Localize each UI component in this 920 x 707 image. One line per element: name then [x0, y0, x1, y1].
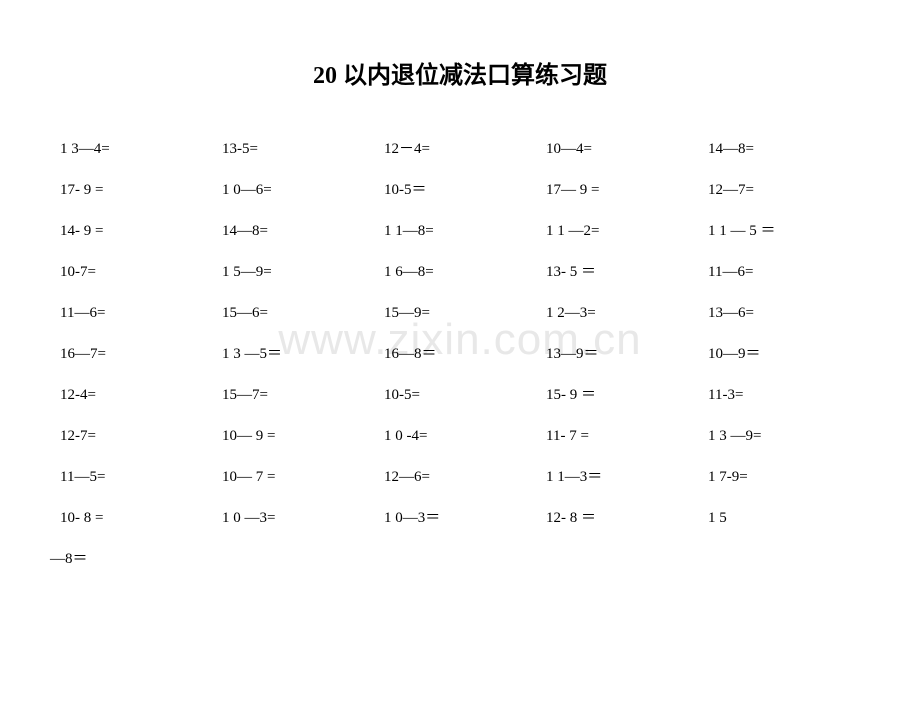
problem-cell: 11—6= — [60, 294, 222, 333]
problem-cell: 1 5—9= — [222, 253, 384, 292]
problem-cell: 10-5= — [384, 376, 546, 415]
problem-cell: 14—8= — [222, 212, 384, 251]
problem-row: 11—5= 10— 7 = 12—6= 1 1—3＝ 1 7-9= — [50, 458, 870, 497]
problem-cell: 10- 8 = — [60, 499, 222, 538]
problem-cell: 13—9＝ — [546, 335, 708, 374]
problem-cell: 16—7= — [60, 335, 222, 374]
problem-cell: 15—7= — [222, 376, 384, 415]
problem-cell: 12－4= — [384, 130, 546, 169]
problem-cell: 11—5= — [60, 458, 222, 497]
problem-cell: 1 7-9= — [708, 458, 870, 497]
worksheet-content: 1 3—4= 13-5= 12－4= 10—4= 14—8= 17- 9 = 1… — [0, 130, 920, 579]
problem-cell: 16—8＝ — [384, 335, 546, 374]
problem-cell: 17- 9 = — [60, 171, 222, 210]
problem-cell: 10-7= — [60, 253, 222, 292]
problem-cell: 1 1—3＝ — [546, 458, 708, 497]
problem-cell: 11-3= — [708, 376, 870, 415]
problem-cell: 11- 7 = — [546, 417, 708, 456]
problem-row: 10- 8 = 1 0 —3= 1 0—3＝ 12- 8 ＝ 1 5 — [50, 499, 870, 538]
problem-cell: 1 5 — [708, 499, 870, 538]
problem-row: 12-7= 10— 9 = 1 0 -4= 11- 7 = 1 3 —9= — [50, 417, 870, 456]
problem-cell: 1 1 — 5 ＝ — [708, 212, 870, 251]
problem-cell: 10— 9 = — [222, 417, 384, 456]
problem-cell: 1 3 —5＝ — [222, 335, 384, 374]
problem-cell: 12- 8 ＝ — [546, 499, 708, 538]
problem-cell: 15—9= — [384, 294, 546, 333]
problem-cell: 1 0—3＝ — [384, 499, 546, 538]
problem-row: 16—7= 1 3 —5＝ 16—8＝ 13—9＝ 10—9＝ — [50, 335, 870, 374]
problem-cell: 12-4= — [60, 376, 222, 415]
problem-row: 12-4= 15—7= 10-5= 15- 9 ＝ 11-3= — [50, 376, 870, 415]
problem-row: 11—6= 15—6= 15—9= 1 2—3= 13—6= — [50, 294, 870, 333]
problem-cell: 13-5= — [222, 130, 384, 169]
problem-cell: 15—6= — [222, 294, 384, 333]
problem-cell: 10-5＝ — [384, 171, 546, 210]
problem-cell: 1 0 -4= — [384, 417, 546, 456]
wrapped-text: —8＝ — [50, 540, 870, 579]
problem-cell: 1 1—8= — [384, 212, 546, 251]
problem-row: 1 3—4= 13-5= 12－4= 10—4= 14—8= — [50, 130, 870, 169]
problem-cell: 1 3—4= — [60, 130, 222, 169]
problem-cell: 1 6—8= — [384, 253, 546, 292]
problem-cell: 1 1 —2= — [546, 212, 708, 251]
problem-cell: 10—9＝ — [708, 335, 870, 374]
problem-row: 10-7= 1 5—9= 1 6—8= 13- 5 ＝ 11—6= — [50, 253, 870, 292]
problem-cell: 14—8= — [708, 130, 870, 169]
problem-row: 17- 9 = 1 0—6= 10-5＝ 17— 9 = 12—7= — [50, 171, 870, 210]
problem-cell: 1 3 —9= — [708, 417, 870, 456]
problem-cell: 13—6= — [708, 294, 870, 333]
problem-cell: 12—7= — [708, 171, 870, 210]
problem-cell: 15- 9 ＝ — [546, 376, 708, 415]
problem-cell: 17— 9 = — [546, 171, 708, 210]
problem-cell: 1 2—3= — [546, 294, 708, 333]
problem-cell: 13- 5 ＝ — [546, 253, 708, 292]
problem-cell: 1 0 —3= — [222, 499, 384, 538]
page-title: 20 以内退位减法口算练习题 — [0, 55, 920, 90]
problem-cell: 14- 9 = — [60, 212, 222, 251]
problem-cell: 12-7= — [60, 417, 222, 456]
problem-cell: 10—4= — [546, 130, 708, 169]
problem-cell: 10— 7 = — [222, 458, 384, 497]
problem-cell: 12—6= — [384, 458, 546, 497]
problem-row: 14- 9 = 14—8= 1 1—8= 1 1 —2= 1 1 — 5 ＝ — [50, 212, 870, 251]
problem-cell: 1 0—6= — [222, 171, 384, 210]
problem-cell: 11—6= — [708, 253, 870, 292]
